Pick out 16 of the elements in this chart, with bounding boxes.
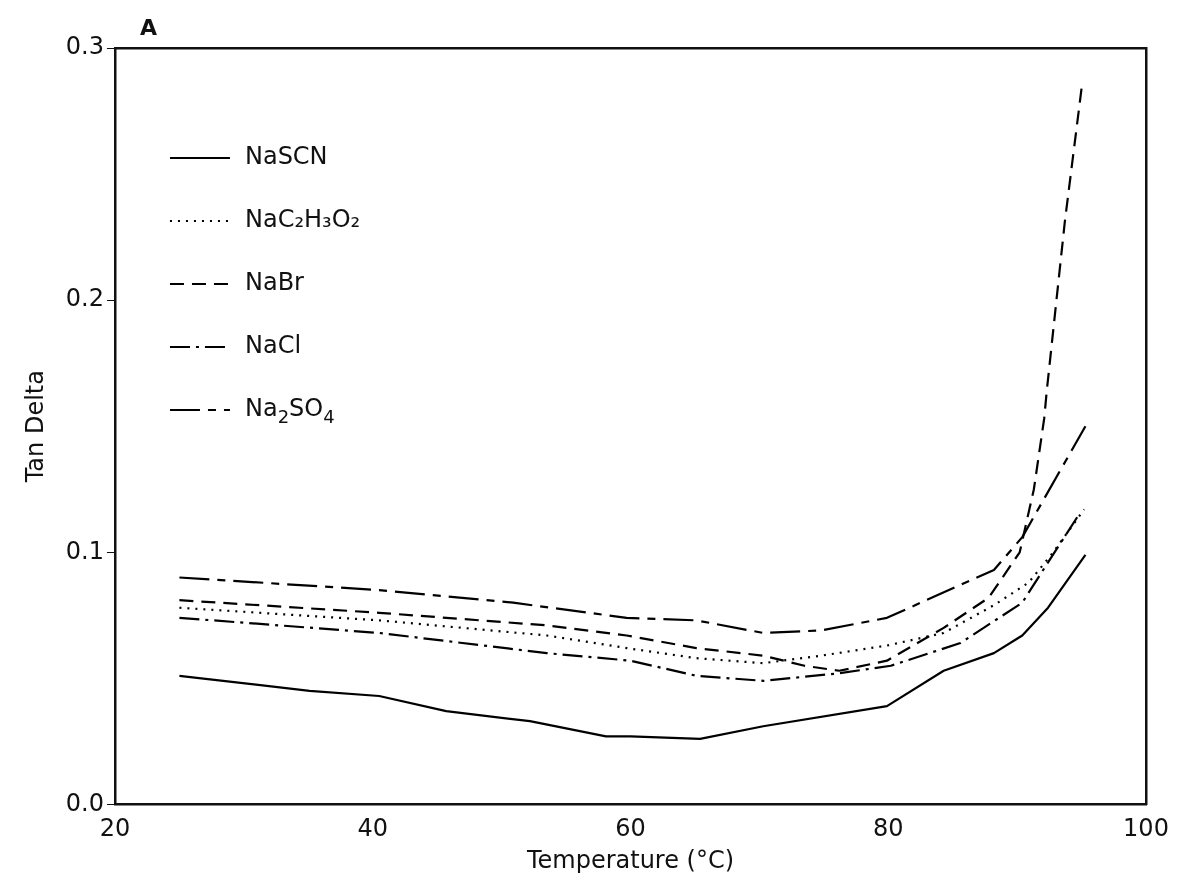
y-tick-label: 0.2 [65, 284, 104, 313]
x-axis-title: Temperature (°C) [525, 845, 735, 874]
legend-label: NaSCN [244, 142, 328, 171]
y-axis-title: Tan Delta [20, 370, 49, 484]
y-tick-label: 0.3 [65, 32, 104, 61]
chart-title: A [139, 14, 157, 40]
y-tick-label: 0.0 [65, 788, 104, 817]
y-tick-label: 0.1 [65, 536, 104, 565]
x-tick-label: 80 [872, 814, 904, 843]
x-tick-label: 100 [1123, 814, 1169, 843]
x-tick-label: 20 [99, 814, 131, 843]
legend-label: NaCl [244, 331, 302, 360]
x-tick-label: 40 [357, 814, 388, 843]
legend-label: NaBr [244, 268, 305, 297]
x-tick-label: 60 [615, 814, 646, 843]
legend-label: NaC₂H₃O₂ [244, 205, 361, 234]
